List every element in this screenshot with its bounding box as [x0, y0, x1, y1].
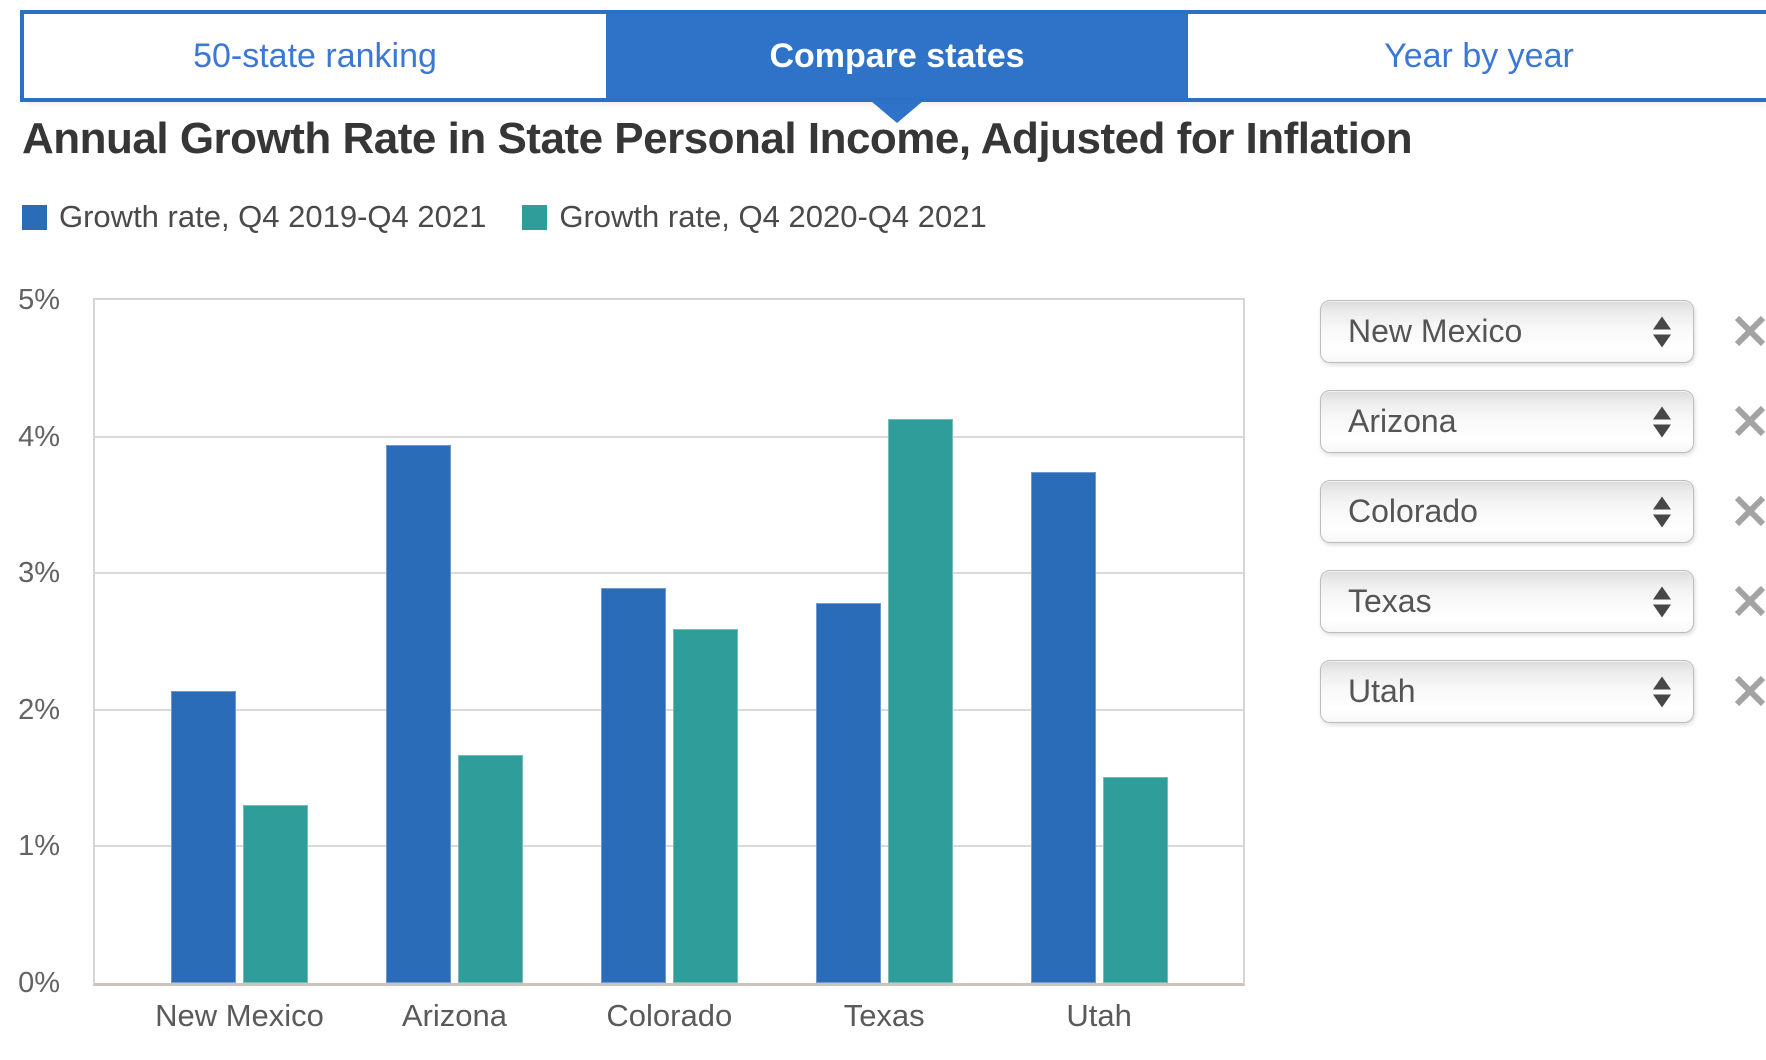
close-icon — [1734, 315, 1766, 347]
remove-state-button-2[interactable] — [1732, 493, 1766, 529]
state-select-value: Colorado — [1348, 493, 1478, 529]
state-selector-row: New Mexico — [1320, 300, 1766, 363]
tab-year-by-year[interactable]: Year by year — [1188, 14, 1766, 98]
select-arrows-icon — [1653, 676, 1671, 707]
chart-legend: Growth rate, Q4 2019-Q4 2021 Growth rate… — [22, 199, 987, 235]
plot-area — [93, 298, 1245, 986]
close-icon — [1734, 585, 1766, 617]
legend-item-q4-2020: Growth rate, Q4 2020-Q4 2021 — [522, 199, 987, 235]
bar-q4-2020-q4-2021-colorado[interactable] — [672, 629, 738, 983]
chart-title: Annual Growth Rate in State Personal Inc… — [22, 114, 1413, 163]
y-axis-tick-label: 4% — [18, 420, 60, 453]
state-select-0[interactable]: New Mexico — [1320, 300, 1694, 363]
select-arrows-icon — [1653, 586, 1671, 617]
y-axis-tick-label: 1% — [18, 830, 60, 863]
remove-state-button-0[interactable] — [1732, 313, 1766, 349]
bar-q4-2019-q4-2021-utah[interactable] — [1030, 472, 1096, 983]
x-axis-category-label: New Mexico — [155, 998, 324, 1033]
close-icon — [1734, 675, 1766, 707]
gridline — [95, 435, 1243, 438]
legend-swatch-teal-icon — [522, 204, 548, 230]
bar-q4-2019-q4-2021-new-mexico[interactable] — [171, 690, 236, 983]
bar-q4-2019-q4-2021-arizona[interactable] — [385, 444, 451, 983]
tab-50-state-ranking[interactable]: 50-state ranking — [24, 14, 606, 98]
remove-state-button-4[interactable] — [1732, 673, 1766, 709]
gridline — [95, 572, 1243, 575]
legend-swatch-blue-icon — [22, 204, 47, 230]
state-select-value: Texas — [1348, 583, 1432, 619]
x-axis-category-label: Colorado — [606, 998, 733, 1033]
tab-label: Year by year — [1384, 36, 1574, 75]
bar-q4-2019-q4-2021-colorado[interactable] — [600, 588, 666, 983]
state-selector-row: Colorado — [1320, 480, 1766, 543]
select-arrows-icon — [1653, 496, 1671, 527]
remove-state-button-1[interactable] — [1732, 403, 1766, 439]
state-select-3[interactable]: Texas — [1320, 570, 1694, 633]
tab-label: Compare states — [769, 36, 1025, 75]
remove-state-button-3[interactable] — [1732, 583, 1766, 619]
select-arrows-icon — [1653, 316, 1671, 347]
state-select-value: Utah — [1348, 673, 1416, 709]
y-axis-tick-label: 3% — [18, 557, 60, 590]
close-icon — [1734, 495, 1766, 527]
tab-bar: 50-state ranking Compare states Year by … — [20, 10, 1766, 102]
y-axis-tick-label: 5% — [18, 284, 60, 316]
y-axis-tick-label: 0% — [18, 967, 60, 999]
state-select-2[interactable]: Colorado — [1320, 480, 1694, 543]
bar-q4-2020-q4-2021-new-mexico[interactable] — [243, 805, 308, 983]
tab-label: 50-state ranking — [193, 36, 437, 75]
bar-q4-2020-q4-2021-utah[interactable] — [1102, 776, 1168, 983]
tab-compare-states[interactable]: Compare states — [606, 14, 1188, 98]
legend-label: Growth rate, Q4 2020-Q4 2021 — [559, 199, 987, 234]
state-selector-row: Utah — [1320, 660, 1766, 723]
y-axis-tick-label: 2% — [18, 693, 60, 726]
legend-item-q4-2019: Growth rate, Q4 2019-Q4 2021 — [22, 199, 486, 235]
close-icon — [1734, 405, 1766, 437]
gridline — [95, 708, 1243, 711]
gridline — [95, 845, 1243, 848]
state-select-1[interactable]: Arizona — [1320, 390, 1694, 453]
select-arrows-icon — [1653, 406, 1671, 437]
legend-label: Growth rate, Q4 2019-Q4 2021 — [59, 199, 487, 234]
state-select-value: New Mexico — [1348, 313, 1523, 349]
state-selector-row: Texas — [1320, 570, 1766, 633]
bar-q4-2020-q4-2021-texas[interactable] — [887, 418, 953, 983]
bar-q4-2019-q4-2021-texas[interactable] — [815, 603, 881, 983]
x-axis-category-label: Arizona — [401, 998, 507, 1033]
state-select-4[interactable]: Utah — [1320, 660, 1694, 723]
x-axis-category-label: Texas — [843, 998, 925, 1033]
x-axis-category-label: Utah — [1066, 998, 1132, 1033]
bar-q4-2020-q4-2021-arizona[interactable] — [457, 754, 523, 983]
state-select-value: Arizona — [1348, 403, 1457, 439]
state-selector-row: Arizona — [1320, 390, 1766, 453]
